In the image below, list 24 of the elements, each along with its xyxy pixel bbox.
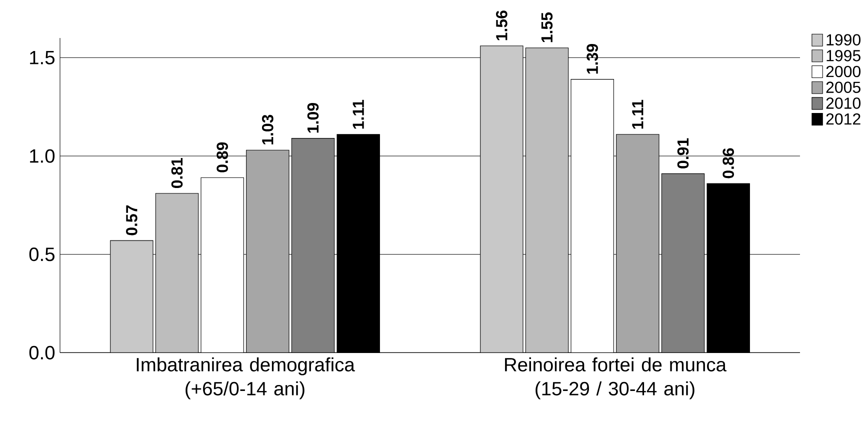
data-label: 0.57 [126, 205, 138, 236]
data-label: 0.86 [722, 148, 734, 178]
data-label: 1.09 [307, 103, 319, 133]
data-label: 1.11 [352, 100, 364, 129]
y-tick-label: 1.5 [30, 50, 54, 64]
legend-label: 2010 [826, 98, 861, 109]
data-label: 1.03 [262, 114, 274, 144]
data-label: 1.39 [586, 44, 598, 74]
legend-label: 2005 [826, 82, 860, 93]
legend-label: 2000 [826, 66, 861, 78]
y-tick-label: 0.0 [29, 346, 55, 360]
legend-label: 1995 [826, 50, 860, 62]
x-tick-label: Imbatranirea demografica (+65/0-14 ani) [136, 357, 355, 400]
data-label: 0.89 [216, 142, 228, 172]
data-label: 0.91 [677, 138, 689, 168]
legend-label: 2012 [826, 113, 860, 125]
x-tick-label: Reinoirea fortei de munca (15-29 / 30-44 ani) [505, 357, 726, 400]
data-label: 0.81 [171, 158, 183, 188]
data-label: 1.56 [496, 10, 508, 40]
y-tick-label: 0.5 [29, 248, 54, 262]
y-tick-label: 1.0 [30, 149, 55, 163]
legend-label: 1990 [826, 34, 861, 46]
data-label: 1.55 [541, 12, 553, 42]
data-label: 1.11 [632, 100, 644, 129]
